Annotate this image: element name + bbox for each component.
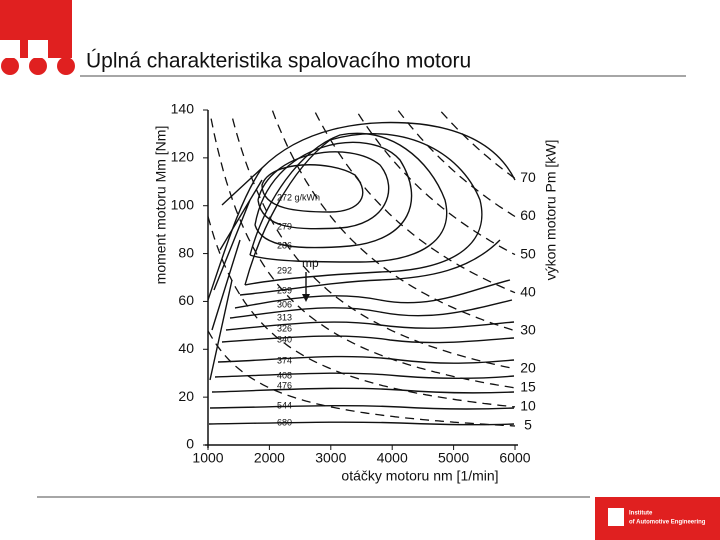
logo-text: of Automotive Engineering: [629, 520, 706, 526]
y-tick-label: 120: [171, 149, 195, 165]
y2-tick-label: 70: [520, 169, 536, 185]
x-tick-label: 3000: [315, 450, 346, 466]
power-curve: [207, 330, 516, 427]
x-tick-label: 4000: [377, 450, 408, 466]
contour-label: 306: [277, 299, 292, 309]
y2-tick-label: 10: [520, 398, 536, 414]
power-curve: [314, 112, 516, 294]
x-tick-label: 1000: [192, 450, 223, 466]
y2-tick-label: 30: [520, 321, 536, 337]
contour-label: 272 g/kWh: [277, 192, 320, 202]
title: Úplná charakteristika spalovacího motoru: [86, 50, 471, 73]
contour-label: 680: [277, 417, 292, 427]
y2-tick-label: 60: [520, 207, 536, 223]
contour: [239, 239, 501, 296]
power-curve: [357, 113, 516, 256]
contour: [214, 372, 515, 379]
power-curve: [231, 118, 516, 370]
logo-text: Institute: [629, 511, 653, 517]
contour-label: 286: [277, 240, 292, 250]
y-tick-label: 140: [171, 101, 195, 117]
contour: [234, 279, 511, 309]
y-tick-label: 100: [171, 196, 195, 212]
contour: [217, 355, 515, 364]
contour-label: 279: [277, 221, 292, 231]
contour-label: 326: [277, 323, 292, 333]
y2-tick-label: 15: [520, 379, 536, 395]
y-tick-label: 40: [178, 340, 194, 356]
logo: [0, 0, 75, 75]
contour-label: 408: [277, 370, 292, 380]
contour: [211, 387, 515, 394]
contour-label: 299: [277, 285, 292, 295]
y-tick-label: 0: [186, 436, 194, 452]
contour-label: 544: [277, 400, 292, 410]
x-tick-label: 6000: [499, 450, 530, 466]
contour-label: 374: [277, 355, 292, 365]
contour-label: 476: [277, 380, 292, 390]
y2-tick-label: 50: [520, 245, 536, 261]
arrow-head: [302, 294, 310, 302]
y2-tick-label: 40: [520, 283, 536, 299]
contour: [209, 405, 515, 410]
power-curve: [440, 111, 516, 179]
y2-axis-label: výkon motoru Pm [kW]: [543, 140, 559, 281]
contour: [249, 132, 448, 263]
power-curve: [210, 118, 516, 389]
contour: [244, 133, 483, 286]
contour: [225, 321, 515, 331]
footer-logo-icon: [608, 508, 624, 526]
y2-tick-label: 20: [520, 360, 536, 376]
x-tick-label: 2000: [254, 450, 285, 466]
envelope-lines: [209, 167, 263, 381]
x-axis-label: otáčky motoru nm [1/min]: [341, 468, 498, 484]
contour: [221, 335, 515, 344]
plot: [205, 110, 518, 448]
contour: [257, 151, 390, 230]
contour-label: 340: [277, 334, 292, 344]
full-load-curve: [207, 121, 516, 301]
power-curve: [271, 110, 516, 332]
y-axis-label: moment motoru Mm [Nm]: [153, 126, 169, 285]
x-tick-label: 5000: [438, 450, 469, 466]
arrow-label: mp: [302, 256, 319, 270]
contour-label: 292: [277, 265, 292, 275]
y-tick-label: 60: [178, 292, 194, 308]
contour: [229, 299, 513, 319]
y-tick-label: 80: [178, 244, 194, 260]
power-curve: [397, 110, 516, 218]
contour-label: 313: [277, 312, 292, 322]
contour: [254, 141, 413, 249]
y2-tick-label: 5: [524, 417, 532, 433]
y-tick-label: 20: [178, 388, 194, 404]
